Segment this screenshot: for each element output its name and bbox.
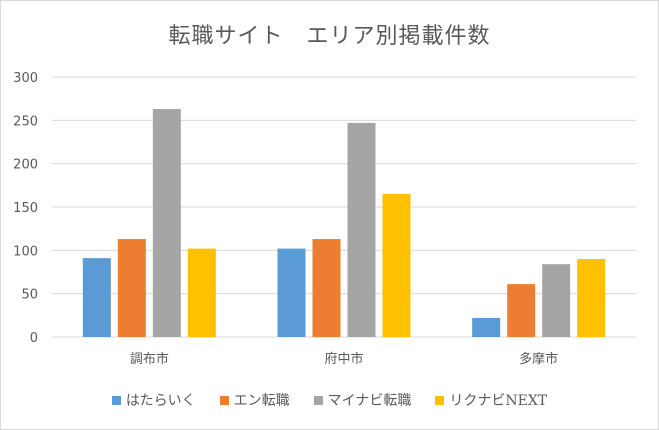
legend-label: はたらいく [125,393,196,409]
legend-item: エン転職 [219,390,290,410]
bar [277,248,306,337]
y-tick-label: 250 [13,114,38,129]
legend: はたらいく エン転職 マイナビ転職 リクナビNEXT [0,390,659,410]
legend-swatch [219,395,229,405]
bar [187,248,216,337]
bar [507,284,536,337]
bar [312,239,341,337]
legend-label: リクナビNEXT [449,393,548,409]
y-tick-label: 100 [13,244,38,259]
y-tick-label: 0 [30,331,38,346]
bar [542,264,571,337]
x-category-label: 府中市 [324,351,363,367]
y-tick-label: 200 [13,158,38,173]
bar [472,317,501,337]
bar [82,258,111,337]
legend-item: はたらいく [111,390,196,410]
y-tick-label: 300 [13,71,38,86]
legend-swatch [313,395,323,405]
legend-item: マイナビ転職 [313,390,412,410]
bar [577,259,606,337]
x-category-label: 多摩市 [519,351,558,367]
legend-label: エン転職 [233,393,290,409]
y-tick-label: 150 [13,201,38,216]
legend-item: リクナビNEXT [435,390,547,410]
legend-swatch [111,395,121,405]
bar [152,109,181,337]
bar [117,239,146,337]
x-category-label: 調布市 [130,351,169,367]
chart-title: 転職サイト エリア別掲載件数 [168,24,491,49]
legend-swatch [435,395,445,405]
bar [382,194,411,337]
bar [347,122,376,337]
y-tick-label: 50 [21,288,38,303]
legend-label: マイナビ転職 [327,393,412,409]
